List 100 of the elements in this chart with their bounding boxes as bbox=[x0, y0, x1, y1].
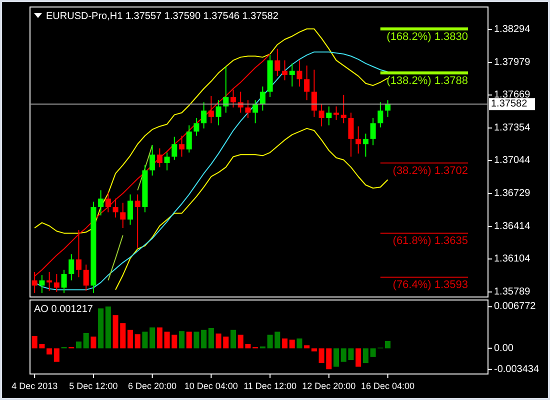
bar bbox=[98, 308, 104, 348]
ref-line-label: 1.37582 bbox=[491, 98, 528, 110]
bar bbox=[90, 336, 96, 348]
candlestick bbox=[54, 274, 60, 292]
candlestick bbox=[156, 148, 162, 168]
candlestick bbox=[164, 152, 170, 171]
x-tick-label: 16 Dec 04:00 bbox=[360, 381, 415, 391]
bar bbox=[362, 348, 368, 364]
bar bbox=[230, 330, 236, 348]
candlestick bbox=[127, 194, 134, 226]
bar bbox=[333, 348, 340, 367]
candlestick bbox=[83, 264, 89, 292]
bar bbox=[76, 342, 82, 348]
candlestick bbox=[120, 202, 126, 228]
bar bbox=[150, 327, 156, 348]
candlestick bbox=[230, 89, 236, 108]
ref-line-label: (61.8%) 1.3635 bbox=[392, 235, 468, 248]
candlestick bbox=[172, 136, 178, 160]
bar bbox=[370, 348, 376, 357]
candlestick bbox=[356, 126, 362, 154]
candlestick bbox=[252, 100, 258, 124]
bar bbox=[46, 348, 52, 354]
y-tick-label: 0.006772 bbox=[494, 301, 536, 312]
y-tick-label: 1.36729 bbox=[494, 188, 531, 199]
candlestick bbox=[289, 62, 295, 88]
candlestick bbox=[260, 86, 266, 112]
bar bbox=[356, 348, 362, 367]
bar bbox=[311, 348, 317, 352]
bar bbox=[304, 345, 310, 348]
line-series bbox=[115, 128, 388, 290]
candlestick bbox=[274, 48, 280, 77]
bar bbox=[134, 334, 140, 348]
candlestick bbox=[223, 66, 229, 114]
candlestick bbox=[112, 198, 118, 218]
line-series bbox=[34, 28, 388, 234]
bar bbox=[201, 330, 207, 348]
bar bbox=[156, 327, 162, 348]
candlestick bbox=[245, 100, 251, 118]
bar bbox=[296, 338, 302, 348]
bar bbox=[178, 331, 185, 348]
x-tick-label: 6 Dec 20:00 bbox=[128, 381, 177, 391]
y-tick-label: 1.35789 bbox=[494, 286, 531, 298]
candlestick bbox=[348, 112, 354, 158]
candlestick bbox=[46, 271, 52, 292]
y-tick-label: 1.36414 bbox=[494, 220, 531, 232]
y-tick-label: 1.37044 bbox=[494, 154, 531, 166]
candlestick bbox=[208, 95, 214, 124]
y-tick-label: 1.37354 bbox=[494, 122, 531, 134]
x-tick-label: 11 Dec 12:00 bbox=[244, 381, 296, 391]
candlestick bbox=[384, 100, 391, 118]
bar bbox=[282, 338, 288, 348]
candlestick bbox=[282, 60, 288, 81]
ref-line-label: (38.2%) 1.3702 bbox=[392, 165, 468, 177]
candlestick bbox=[39, 274, 45, 294]
bar bbox=[127, 330, 134, 348]
candlestick bbox=[340, 94, 346, 124]
candlestick bbox=[150, 144, 156, 176]
candlestick bbox=[370, 117, 376, 146]
candlestick bbox=[216, 100, 222, 126]
candlestick bbox=[362, 133, 368, 158]
candlestick bbox=[194, 117, 200, 136]
candlestick bbox=[105, 192, 111, 213]
bar bbox=[83, 332, 89, 348]
bar bbox=[186, 332, 192, 348]
chart-title: EURUSD-Pro,H1 1.37557 1.37590 1.37546 1.37582 bbox=[46, 11, 279, 22]
bar bbox=[194, 332, 200, 348]
candlestick bbox=[178, 135, 185, 158]
candlestick bbox=[61, 269, 67, 294]
y-tick-label: 1.37979 bbox=[494, 57, 531, 68]
x-tick-label: 5 Dec 12:00 bbox=[69, 381, 118, 391]
bar bbox=[54, 348, 60, 362]
candlestick bbox=[311, 69, 317, 118]
candlestick bbox=[296, 60, 302, 88]
y-tick-label: -0.003434 bbox=[494, 364, 540, 375]
y-tick-label: 0.00 bbox=[494, 342, 514, 354]
y-tick-label: 1.36104 bbox=[494, 253, 531, 264]
ref-line-label: (138.2%) 1.3788 bbox=[386, 74, 468, 87]
candlestick bbox=[134, 194, 140, 248]
x-tick-label: 10 Dec 04:00 bbox=[184, 381, 238, 391]
bar bbox=[142, 332, 148, 348]
candlestick bbox=[378, 102, 384, 128]
chart-title: AO 0.001217 bbox=[34, 304, 94, 315]
candlestick bbox=[326, 106, 332, 126]
candlestick bbox=[68, 254, 74, 281]
x-tick-label: 12 Dec 20:00 bbox=[302, 381, 356, 391]
bar bbox=[105, 306, 111, 348]
candlestick bbox=[98, 190, 104, 216]
y-tick-label: 1.38294 bbox=[494, 24, 531, 36]
candlestick bbox=[304, 65, 310, 101]
candlestick bbox=[318, 104, 324, 127]
ref-line-label: (76.4%) 1.3593 bbox=[392, 279, 468, 292]
bar bbox=[384, 340, 391, 348]
bar bbox=[208, 328, 214, 348]
candlestick bbox=[333, 106, 340, 121]
y-tick-label: 1.37669 bbox=[494, 90, 531, 101]
bar bbox=[289, 340, 295, 348]
x-tick-label: 4 Dec 2013 bbox=[12, 381, 58, 391]
candlestick bbox=[201, 102, 207, 129]
ref-line-label: (168.2%) 1.3830 bbox=[386, 30, 468, 43]
candlestick bbox=[186, 124, 192, 154]
